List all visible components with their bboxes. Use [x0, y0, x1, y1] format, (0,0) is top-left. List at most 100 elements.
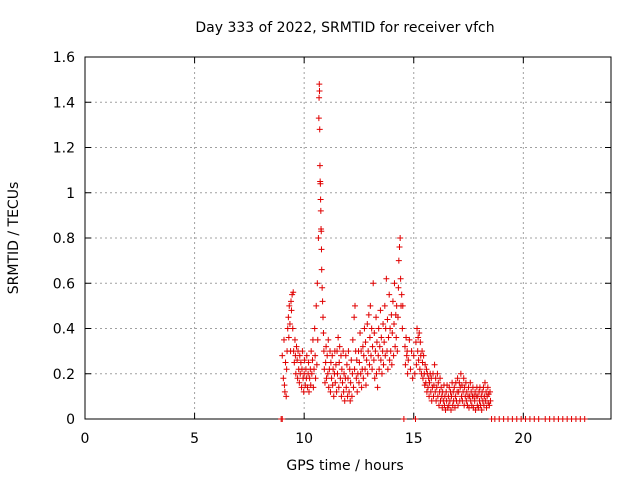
x-tick-label: 15 — [405, 431, 423, 447]
data-point — [434, 370, 441, 377]
data-point — [411, 370, 418, 377]
data-point — [390, 352, 397, 359]
data-point — [452, 393, 459, 400]
data-point — [280, 375, 287, 382]
data-point — [345, 375, 351, 382]
x-tick-label: 10 — [295, 431, 313, 447]
data-point — [369, 366, 376, 373]
data-point — [285, 314, 292, 321]
data-point — [298, 384, 305, 391]
data-point — [317, 196, 324, 203]
data-point — [362, 382, 369, 389]
data-point — [385, 334, 392, 341]
data-point — [360, 375, 367, 382]
data-point — [316, 162, 323, 169]
data-point — [330, 366, 337, 373]
data-point — [314, 336, 321, 343]
data-point — [309, 357, 316, 364]
data-point — [308, 348, 315, 355]
data-point — [535, 416, 542, 422]
data-point — [314, 280, 321, 287]
data-point — [414, 325, 421, 332]
data-point — [297, 359, 304, 366]
data-point — [361, 325, 368, 332]
data-point — [386, 291, 393, 298]
data-point — [356, 359, 363, 366]
data-point — [423, 366, 430, 373]
data-point — [419, 348, 426, 355]
data-point — [393, 334, 400, 341]
data-point — [478, 406, 485, 413]
data-point — [415, 334, 422, 341]
data-point — [381, 339, 388, 346]
data-point — [437, 375, 444, 382]
data-point — [391, 320, 398, 327]
data-point — [320, 330, 327, 337]
data-point — [455, 402, 462, 409]
data-point — [288, 298, 295, 305]
data-point — [293, 343, 300, 350]
data-point — [335, 384, 342, 391]
data-point — [347, 397, 354, 404]
data-point — [323, 375, 330, 382]
data-point — [358, 384, 365, 391]
x-tick-label: 5 — [190, 431, 199, 447]
data-point — [403, 334, 410, 341]
data-point — [402, 361, 409, 368]
data-point — [366, 334, 373, 341]
data-point — [340, 388, 347, 395]
data-point — [370, 280, 377, 287]
data-point — [394, 348, 401, 355]
data-point — [318, 246, 325, 253]
data-point — [286, 320, 293, 327]
data-point — [362, 339, 369, 346]
data-point — [320, 348, 327, 355]
data-point — [337, 375, 344, 382]
data-point — [395, 257, 402, 264]
data-point — [451, 404, 458, 411]
y-axis-label: SRMTID / TECUs — [6, 182, 22, 295]
y-tick-label: 0.2 — [53, 367, 75, 383]
data-point — [371, 330, 378, 337]
data-point — [364, 320, 371, 327]
data-point — [315, 235, 322, 241]
data-point — [332, 379, 339, 386]
data-point — [457, 370, 464, 377]
data-point — [335, 334, 342, 341]
data-point — [365, 348, 372, 355]
data-point — [484, 384, 491, 391]
data-point — [340, 348, 347, 355]
data-point — [410, 352, 417, 359]
data-point — [305, 359, 312, 366]
data-point — [448, 406, 455, 413]
data-point — [296, 379, 303, 386]
data-point — [281, 388, 288, 395]
y-tick-label: 0.6 — [53, 276, 75, 292]
data-point — [406, 336, 413, 343]
data-point — [284, 325, 291, 332]
data-point — [401, 343, 408, 350]
data-point — [329, 352, 336, 359]
data-point — [343, 361, 350, 368]
data-point — [400, 416, 407, 422]
data-point — [283, 366, 290, 373]
data-point — [324, 370, 331, 377]
data-point — [319, 284, 326, 291]
data-point — [338, 393, 345, 400]
data-point — [357, 330, 364, 337]
data-point — [308, 370, 315, 377]
data-point — [373, 370, 380, 377]
data-point — [368, 352, 375, 359]
data-point — [300, 388, 307, 395]
data-point — [304, 384, 311, 391]
data-point — [435, 379, 442, 386]
data-point — [316, 81, 323, 88]
data-point — [281, 382, 288, 389]
data-point — [336, 359, 343, 366]
data-point — [352, 302, 359, 309]
data-point — [372, 348, 379, 355]
data-point — [360, 352, 367, 359]
data-point — [312, 352, 319, 359]
data-point — [338, 366, 345, 373]
data-point — [384, 366, 391, 373]
